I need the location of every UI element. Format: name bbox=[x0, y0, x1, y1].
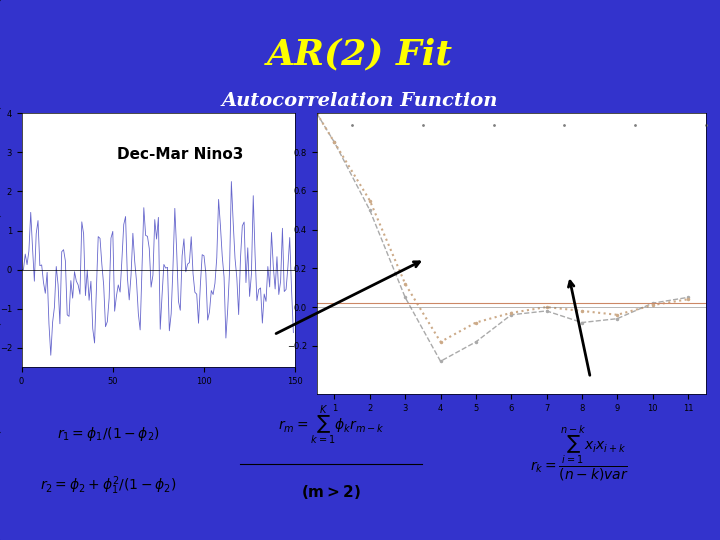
Text: $r_2=\phi_2+\phi_1^2/(1-\phi_2)$: $r_2=\phi_2+\phi_1^2/(1-\phi_2)$ bbox=[40, 475, 176, 497]
Text: $\mathbf{(m>2)}$: $\mathbf{(m>2)}$ bbox=[301, 483, 361, 502]
Text: $r_1=\phi_1/(1-\phi_2)$: $r_1=\phi_1/(1-\phi_2)$ bbox=[57, 425, 159, 443]
Text: Dec-Mar Nino3: Dec-Mar Nino3 bbox=[117, 147, 244, 162]
Text: Autocorrelation Function: Autocorrelation Function bbox=[222, 92, 498, 110]
Text: $r_k=\dfrac{\sum_{i=1}^{n-k}x_i x_{i+k}}{(n-k)var}$: $r_k=\dfrac{\sum_{i=1}^{n-k}x_i x_{i+k}}… bbox=[531, 424, 629, 483]
Text: AR(2) Fit: AR(2) Fit bbox=[267, 38, 453, 72]
Text: $r_m=\sum_{k=1}^{K}\phi_k r_{m-k}$: $r_m=\sum_{k=1}^{K}\phi_k r_{m-k}$ bbox=[278, 403, 384, 447]
